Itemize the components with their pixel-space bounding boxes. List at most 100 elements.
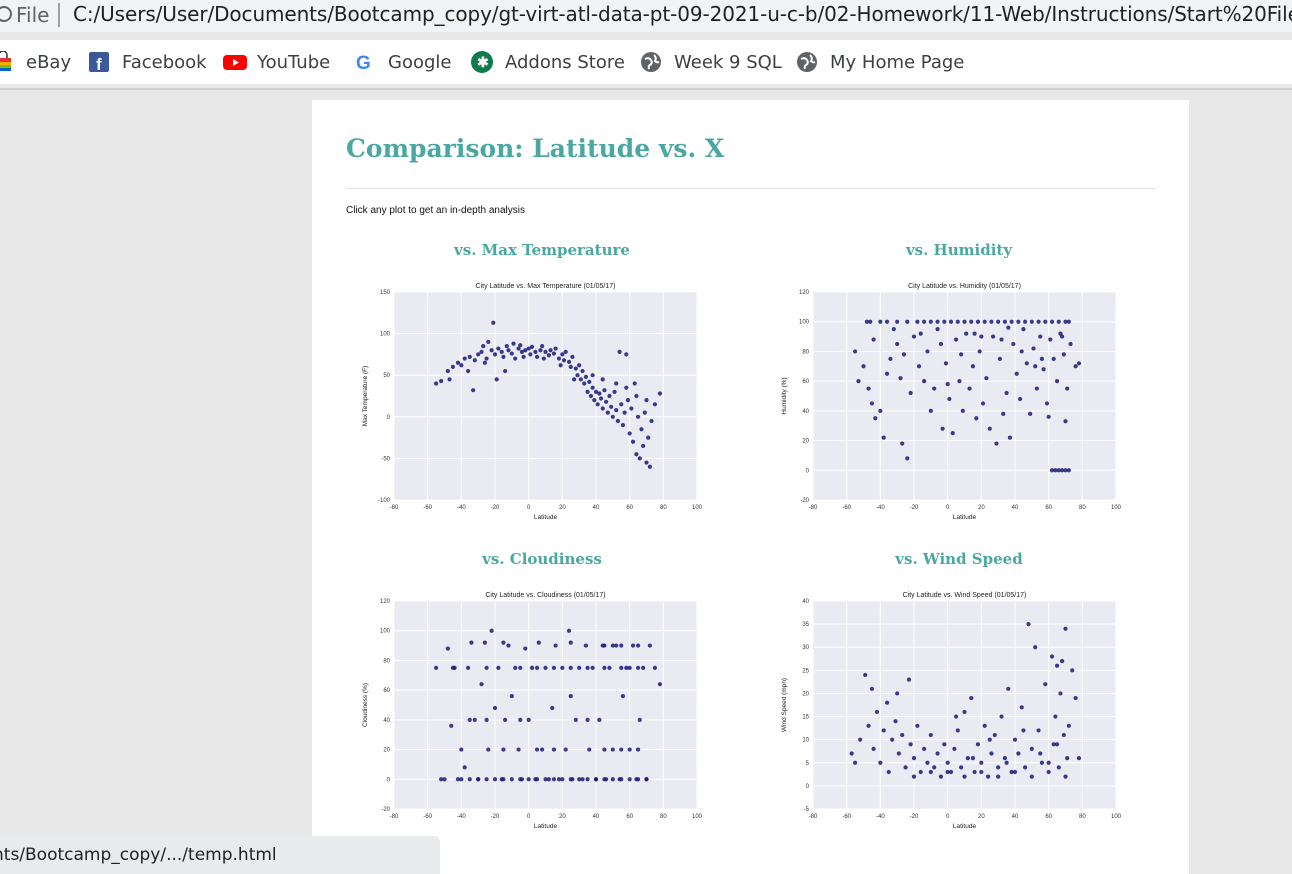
data-point <box>984 376 989 381</box>
data-point <box>874 709 880 715</box>
data-point <box>1046 760 1051 765</box>
data-point <box>610 777 615 782</box>
data-point <box>568 693 573 699</box>
bookmark-addons-store[interactable]: ✱ Addons Store <box>471 48 625 76</box>
data-point <box>568 364 573 369</box>
data-point <box>593 777 599 782</box>
bookmark-youtube[interactable]: YouTube <box>223 48 330 76</box>
data-point <box>637 717 642 722</box>
data-point <box>866 386 871 391</box>
data-point <box>972 769 977 775</box>
page-title: Comparison: Latitude vs. X <box>346 134 725 163</box>
y-tick-label: 150 <box>380 290 391 296</box>
data-point <box>911 756 917 761</box>
y-tick-label: 20 <box>802 439 809 445</box>
data-point <box>635 777 641 782</box>
data-point <box>869 401 875 406</box>
data-point <box>540 747 545 752</box>
y-tick-label: 10 <box>802 738 809 744</box>
data-point <box>935 319 940 324</box>
data-point <box>590 665 595 670</box>
data-point <box>1063 468 1068 473</box>
data-point <box>641 443 646 449</box>
data-point <box>551 665 557 670</box>
data-point <box>635 665 641 670</box>
data-point <box>583 374 588 379</box>
data-point <box>538 348 543 353</box>
data-point <box>1038 334 1043 339</box>
data-point <box>629 406 634 411</box>
data-point <box>563 349 568 355</box>
url-text[interactable]: C:/Users/User/Documents/Bootcamp_copy/gt… <box>73 2 1292 26</box>
data-point <box>499 349 504 355</box>
data-point <box>1049 468 1055 473</box>
data-point <box>1026 622 1031 627</box>
data-point <box>496 665 501 670</box>
data-point <box>1006 686 1011 691</box>
x-tick-label: -20 <box>491 814 500 820</box>
data-point <box>1063 319 1068 324</box>
data-point <box>578 377 583 382</box>
data-point <box>1065 386 1070 391</box>
data-point <box>484 777 489 782</box>
data-point <box>1029 774 1034 779</box>
bookmark-week-9-sql[interactable]: Week 9 SQL <box>640 48 782 76</box>
data-point <box>604 399 609 404</box>
data-point <box>465 665 471 670</box>
y-tick-label: 25 <box>802 668 809 674</box>
toolbar-divider <box>0 88 1292 90</box>
separator <box>58 3 60 27</box>
data-point <box>560 352 565 357</box>
address-bar[interactable]: File C:/Users/User/Documents/Bootcamp_co… <box>0 0 1292 32</box>
x-axis-label: Latitude <box>953 514 977 521</box>
data-point <box>573 717 578 722</box>
info-icon[interactable] <box>0 6 12 22</box>
data-point <box>1048 337 1053 342</box>
data-point <box>922 319 927 324</box>
data-point <box>625 398 631 403</box>
plot-cloudiness[interactable]: -80 -60 -40 -20 0 20 40 60 80 100 -20 0 20 40 60 80 100 1… <box>358 587 713 837</box>
data-point <box>518 777 523 782</box>
y-tick-label: -20 <box>800 498 809 504</box>
data-point <box>970 756 976 761</box>
data-point <box>484 717 489 722</box>
data-point <box>911 774 917 779</box>
data-point <box>491 320 496 325</box>
data-point <box>918 769 923 775</box>
data-point <box>1054 742 1060 747</box>
data-point <box>570 354 575 359</box>
data-point <box>486 747 491 752</box>
data-point <box>644 398 649 403</box>
bookmark-facebook[interactable]: f Facebook <box>88 48 207 76</box>
data-point <box>900 732 905 738</box>
hint-text: Click any plot to get an in-depth analys… <box>346 205 525 216</box>
data-point <box>1033 645 1038 650</box>
data-point <box>940 426 945 431</box>
data-point <box>634 452 639 457</box>
data-point <box>977 349 982 354</box>
data-point <box>849 751 854 756</box>
data-point <box>991 334 996 339</box>
x-tick-label: 100 <box>1111 505 1122 511</box>
data-point <box>568 665 573 670</box>
data-point <box>523 646 528 651</box>
data-point <box>543 777 548 782</box>
bookmark-my-home-page[interactable]: My Home Page <box>796 48 964 76</box>
plot-humidity[interactable]: -80 -60 -40 -20 0 20 40 60 80 100 -20 0 20 40 60 80 100 1… <box>777 278 1132 528</box>
data-point <box>1066 723 1071 728</box>
x-tick-label: -60 <box>423 814 432 820</box>
data-point <box>1061 352 1066 357</box>
bookmark-ebay[interactable]: eBay <box>0 48 71 76</box>
data-point <box>908 742 913 747</box>
data-point <box>1049 654 1055 659</box>
data-point <box>1023 319 1028 324</box>
data-point <box>553 346 558 351</box>
data-point <box>884 700 890 705</box>
data-point <box>467 717 472 722</box>
data-point <box>1073 364 1078 369</box>
bookmark-google[interactable]: G Google <box>354 48 451 76</box>
data-point <box>945 760 950 765</box>
plot-wind-speed[interactable]: -80 -60 -40 -20 0 20 40 60 80 100 -5 0 5 10 15 20 25 30 35… <box>777 587 1132 837</box>
data-point <box>657 682 663 687</box>
plot-max-temperature[interactable]: -80 -60 -40 -20 0 20 40 60 80 100 -100 -50 0 50 100 150… <box>358 278 713 528</box>
